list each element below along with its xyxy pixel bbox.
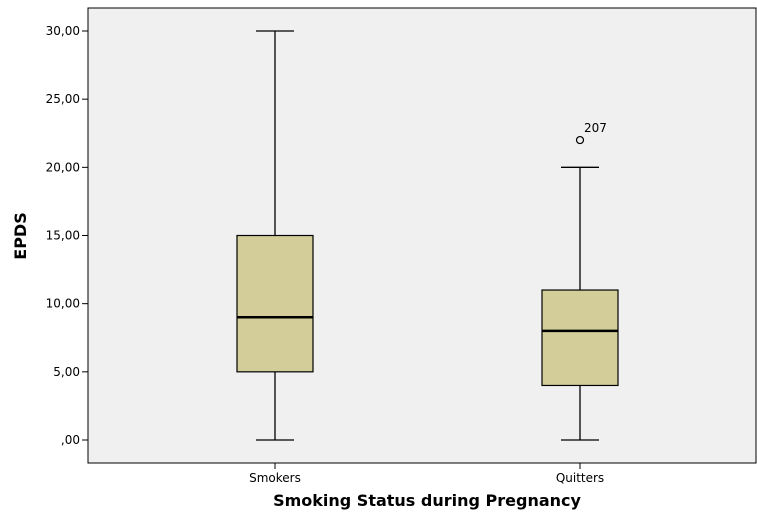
iqr-box	[236, 234, 314, 373]
x-tick-label: Quitters	[556, 471, 604, 485]
plot-area	[87, 7, 757, 464]
outlier-label: 207	[584, 121, 607, 135]
box-group: 207	[541, 121, 619, 441]
x-axis: Smokers Quitters	[249, 463, 604, 485]
y-tick-label: 30,00	[46, 24, 80, 38]
box-group	[236, 30, 314, 441]
y-tick-label: ,00	[61, 433, 80, 447]
boxes: 207	[236, 30, 619, 441]
y-axis: ,00 5,00 10,00 15,00 20,00 25,00 30,00	[46, 24, 88, 447]
y-tick-label: 15,00	[46, 229, 80, 243]
y-tick-label: 20,00	[46, 160, 80, 174]
y-axis-title: EPDS	[11, 212, 30, 259]
y-tick-label: 10,00	[46, 297, 80, 311]
outlier-point	[575, 135, 585, 145]
iqr-box	[541, 289, 619, 387]
y-tick-label: 25,00	[46, 92, 80, 106]
x-tick-label: Smokers	[249, 471, 301, 485]
x-axis-title: Smoking Status during Pregnancy	[273, 491, 581, 510]
y-tick-label: 5,00	[53, 365, 80, 379]
